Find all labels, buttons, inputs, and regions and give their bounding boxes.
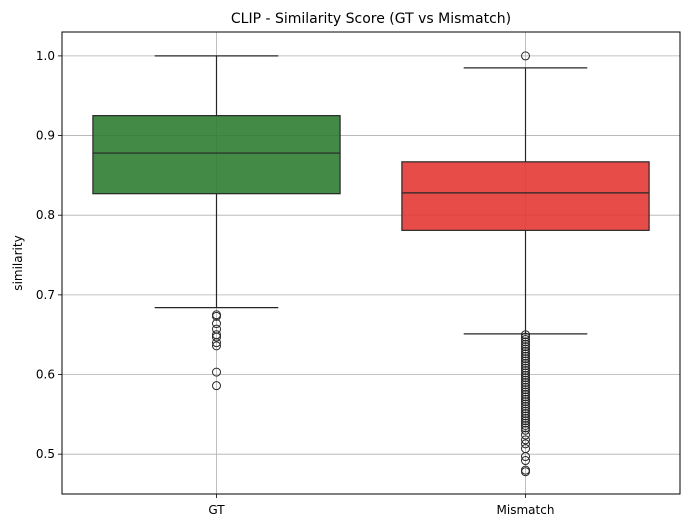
outlier-point xyxy=(521,394,530,404)
outlier-point xyxy=(521,382,530,392)
outlier-point xyxy=(521,361,530,371)
outlier-point xyxy=(521,397,530,407)
outlier-point xyxy=(521,423,530,433)
outlier-point xyxy=(521,351,530,361)
outlier-point xyxy=(521,456,530,466)
box-iqr xyxy=(401,161,650,231)
plot-frame xyxy=(61,31,681,495)
outlier-point xyxy=(212,381,221,391)
outlier-point xyxy=(521,366,530,376)
outlier-point xyxy=(521,439,530,449)
outlier-point xyxy=(521,377,530,387)
y-tick-label: 0.9 xyxy=(36,129,55,143)
y-tick-label: 0.7 xyxy=(36,288,55,302)
x-tick-label: Mismatch xyxy=(497,503,555,517)
outlier-point xyxy=(521,51,530,61)
outlier-point xyxy=(212,341,221,351)
outlier-point xyxy=(521,346,530,356)
outlier-point xyxy=(212,332,221,342)
outlier-point xyxy=(521,392,530,402)
box-series xyxy=(92,51,650,477)
outlier-point xyxy=(521,425,530,435)
outlier-point xyxy=(521,375,530,385)
grid-lines xyxy=(62,32,680,494)
outlier-point xyxy=(212,311,221,321)
outlier-point xyxy=(521,389,530,399)
y-axis-label: similarity xyxy=(11,235,25,290)
outlier-point xyxy=(521,467,530,477)
outlier-point xyxy=(521,337,530,347)
outlier-point xyxy=(212,338,221,348)
outlier-point xyxy=(521,385,530,395)
outlier-point xyxy=(521,349,530,359)
outlier-point xyxy=(521,370,530,380)
outlier-point xyxy=(521,387,530,397)
outlier-point xyxy=(521,452,530,462)
outlier-point xyxy=(521,409,530,419)
outlier-point xyxy=(521,368,530,378)
outlier-point xyxy=(521,339,530,349)
outlier-point xyxy=(521,406,530,416)
outlier-point xyxy=(521,411,530,421)
outlier-point xyxy=(521,334,530,344)
box-iqr xyxy=(92,115,341,195)
y-tick-label: 0.6 xyxy=(36,368,55,382)
outlier-point xyxy=(521,401,530,411)
box-gt xyxy=(92,55,341,391)
outlier-point xyxy=(521,358,530,368)
outlier-point xyxy=(212,319,221,329)
chart-title: CLIP - Similarity Score (GT vs Mismatch) xyxy=(231,11,511,27)
y-tick-label: 0.5 xyxy=(36,447,55,461)
outlier-point xyxy=(521,435,530,445)
outlier-point xyxy=(521,413,530,423)
outlier-point xyxy=(521,330,530,340)
y-tick-label: 1.0 xyxy=(36,49,55,63)
axes xyxy=(58,31,681,498)
outlier-point xyxy=(521,418,530,428)
outlier-point xyxy=(521,356,530,366)
x-tick-label: GT xyxy=(208,503,225,517)
outlier-point xyxy=(521,342,530,352)
box-mismatch xyxy=(401,51,650,477)
outlier-point xyxy=(521,363,530,373)
outlier-point xyxy=(521,404,530,414)
outlier-point xyxy=(521,420,530,430)
outlier-point xyxy=(212,367,221,377)
outlier-point xyxy=(521,344,530,354)
outlier-point xyxy=(521,380,530,390)
y-tick-label: 0.8 xyxy=(36,208,55,222)
outlier-point xyxy=(521,430,530,440)
outlier-point xyxy=(521,332,530,342)
outlier-point xyxy=(521,399,530,409)
outlier-point xyxy=(521,416,530,426)
outlier-point xyxy=(521,373,530,383)
outlier-point xyxy=(521,354,530,364)
tick-labels: 0.5 0.6 0.7 0.8 0.9 1.0 GT Mismatch xyxy=(36,49,555,517)
